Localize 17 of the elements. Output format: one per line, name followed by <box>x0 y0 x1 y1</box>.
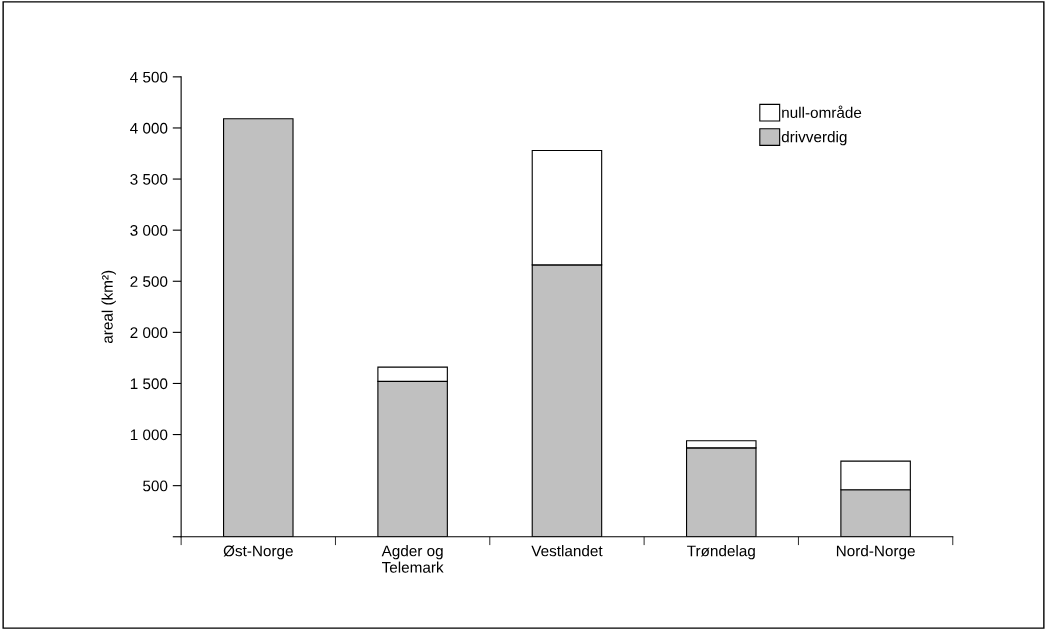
y-tick-label: 500 <box>143 480 168 492</box>
x-tick-label: Trøndelag <box>687 545 755 560</box>
y-tick-label: 2 500 <box>130 276 168 287</box>
x-tick-label: Agder og Telemark <box>381 545 444 573</box>
x-tick-label: Nord-Norge <box>836 545 915 560</box>
x-tick-label: Øst-Norge <box>223 545 293 560</box>
y-tick-label: 1 000 <box>130 429 168 441</box>
y-tick-label: 4 000 <box>130 122 168 134</box>
x-tick-label: Vestlandet <box>531 545 603 557</box>
y-tick-label: 3 000 <box>130 225 168 236</box>
y-axis-title: areal (km²) <box>101 270 116 344</box>
y-tick-label: 4 500 <box>130 71 168 83</box>
legend-label: drivverdig <box>781 131 847 146</box>
legend-label: null-område <box>782 105 862 118</box>
y-tick-label: 1 500 <box>130 378 168 390</box>
y-tick-label: 3 500 <box>130 173 168 185</box>
y-tick-label: 2 000 <box>130 327 168 339</box>
